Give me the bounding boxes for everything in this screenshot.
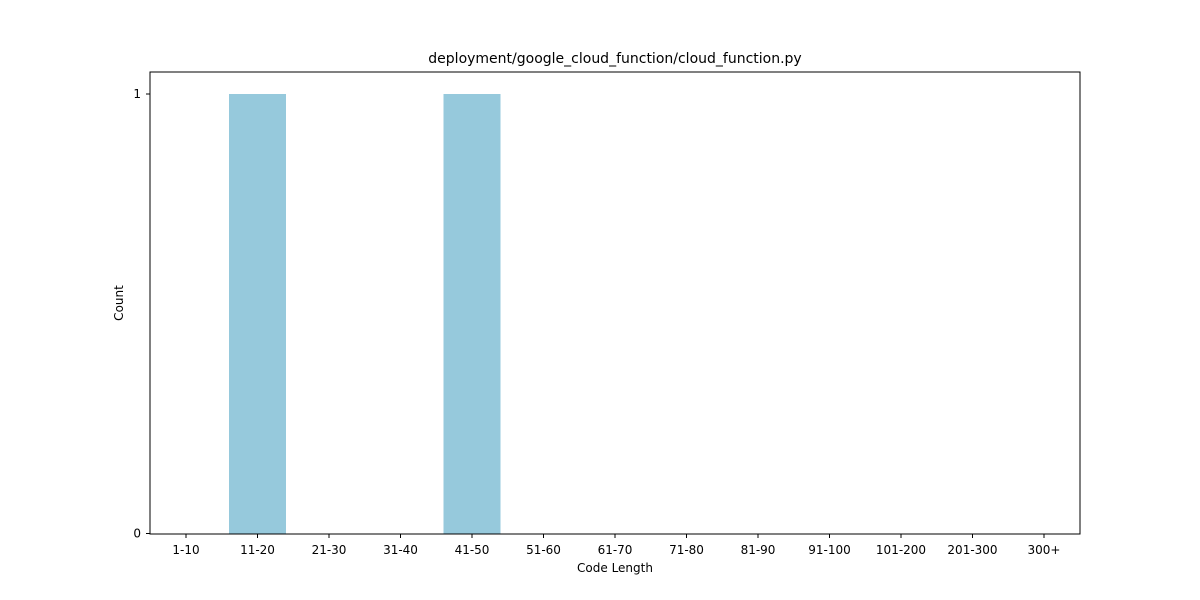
y-axis-ticks: 01 [133, 87, 150, 541]
x-tick-label: 91-100 [808, 543, 851, 557]
x-tick-label: 1-10 [172, 543, 199, 557]
bar-41-50 [443, 94, 501, 534]
x-tick-label: 300+ [1028, 543, 1061, 557]
x-tick-label: 201-300 [947, 543, 997, 557]
x-tick-label: 71-80 [669, 543, 704, 557]
x-tick-label: 41-50 [455, 543, 490, 557]
chart-title: deployment/google_cloud_function/cloud_f… [428, 51, 801, 67]
x-tick-label: 21-30 [312, 543, 347, 557]
x-tick-label: 11-20 [240, 543, 275, 557]
bars-group [229, 94, 501, 534]
x-axis-label: Code Length [577, 561, 653, 575]
x-axis-ticks: 1-10 11-20 21-30 31-40 41-50 51-60 61-70 71-80 8… [172, 534, 1060, 557]
y-tick-label: 0 [133, 527, 141, 541]
x-tick-label: 31-40 [383, 543, 418, 557]
x-tick-label: 101-200 [876, 543, 926, 557]
y-axis-label: Count [112, 285, 126, 321]
x-tick-label: 51-60 [526, 543, 561, 557]
x-tick-label: 61-70 [598, 543, 633, 557]
x-tick-label: 81-90 [741, 543, 776, 557]
bar-11-20 [229, 94, 286, 534]
y-tick-label: 1 [133, 87, 141, 101]
